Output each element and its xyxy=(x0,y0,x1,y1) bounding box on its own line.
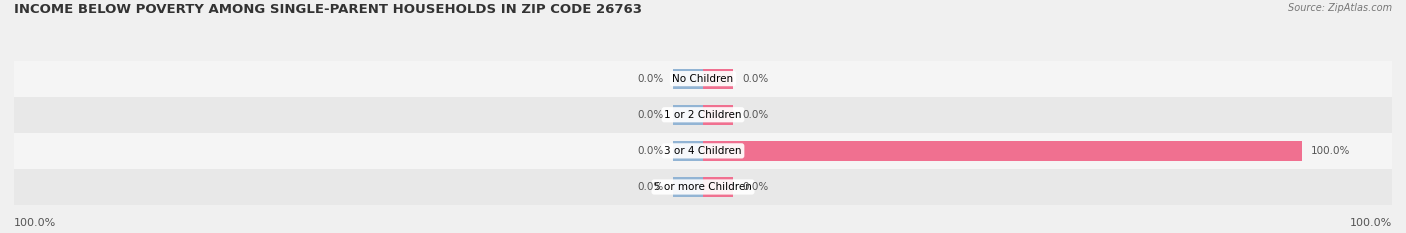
Text: 0.0%: 0.0% xyxy=(742,182,768,192)
Bar xyxy=(703,177,733,197)
Text: No Children: No Children xyxy=(672,74,734,84)
Text: 0.0%: 0.0% xyxy=(638,146,664,156)
Bar xyxy=(14,169,1392,205)
Bar xyxy=(14,133,1392,169)
Text: Source: ZipAtlas.com: Source: ZipAtlas.com xyxy=(1288,3,1392,14)
Text: 0.0%: 0.0% xyxy=(742,74,768,84)
Bar xyxy=(673,141,703,161)
Text: 0.0%: 0.0% xyxy=(638,182,664,192)
Bar xyxy=(703,69,733,89)
Bar xyxy=(673,177,703,197)
Text: 100.0%: 100.0% xyxy=(14,218,56,228)
Text: 0.0%: 0.0% xyxy=(742,110,768,120)
Text: 3 or 4 Children: 3 or 4 Children xyxy=(664,146,742,156)
Bar xyxy=(673,69,703,89)
Text: 5 or more Children: 5 or more Children xyxy=(654,182,752,192)
Bar xyxy=(703,105,733,125)
Text: 1 or 2 Children: 1 or 2 Children xyxy=(664,110,742,120)
Text: 0.0%: 0.0% xyxy=(638,74,664,84)
Text: INCOME BELOW POVERTY AMONG SINGLE-PARENT HOUSEHOLDS IN ZIP CODE 26763: INCOME BELOW POVERTY AMONG SINGLE-PARENT… xyxy=(14,3,643,17)
Bar xyxy=(703,141,1302,161)
Text: 100.0%: 100.0% xyxy=(1350,218,1392,228)
Bar xyxy=(14,61,1392,97)
Bar xyxy=(14,97,1392,133)
Text: 0.0%: 0.0% xyxy=(638,110,664,120)
Text: 100.0%: 100.0% xyxy=(1310,146,1350,156)
Bar xyxy=(673,105,703,125)
